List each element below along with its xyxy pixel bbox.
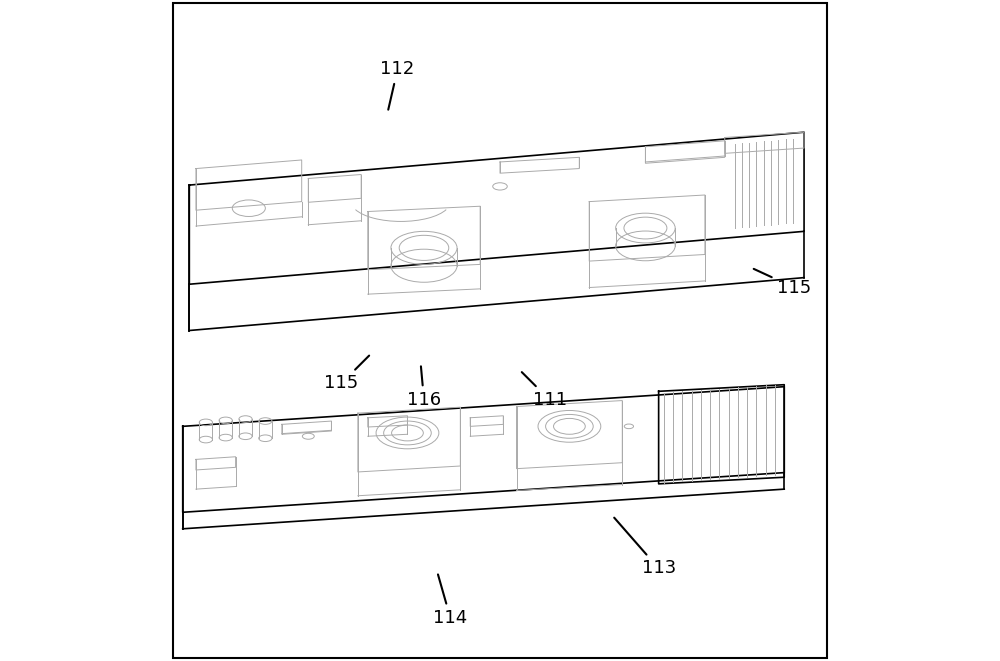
Text: 114: 114 <box>433 574 468 627</box>
Text: 113: 113 <box>614 518 676 578</box>
Text: 115: 115 <box>324 356 369 393</box>
Text: 115: 115 <box>754 269 811 297</box>
Text: 112: 112 <box>380 60 415 110</box>
Text: 111: 111 <box>522 372 567 409</box>
Text: 116: 116 <box>407 366 441 409</box>
